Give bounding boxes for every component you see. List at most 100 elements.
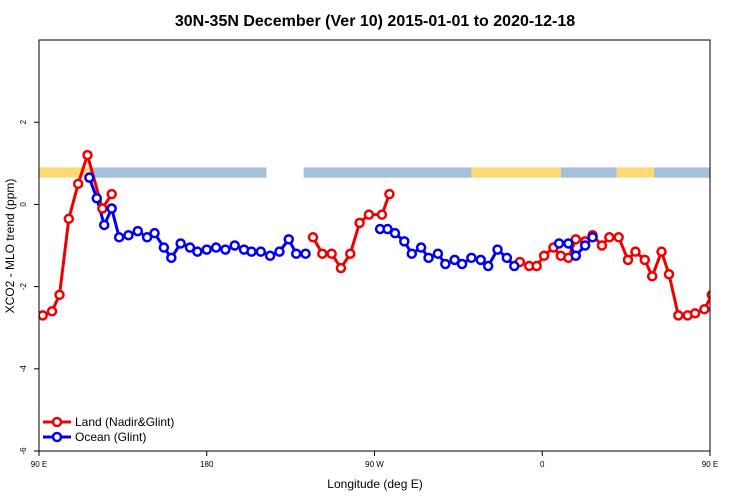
land-data-point — [727, 180, 735, 188]
land-ocean-band — [39, 167, 710, 178]
land-data-point — [639, 254, 651, 266]
ocean-data-point — [141, 232, 153, 243]
land-data-point — [106, 188, 117, 200]
band-ocean-segment — [91, 167, 267, 178]
y-tick-label: -2 — [19, 282, 28, 290]
ocean-data-point — [175, 238, 186, 249]
ocean-data-point — [745, 194, 750, 202]
band-land-segment — [616, 167, 655, 178]
ocean-data-point — [389, 227, 401, 239]
ocean-data-point — [587, 232, 598, 243]
ocean-data-point — [570, 250, 582, 262]
ocean-data-point — [466, 252, 477, 264]
land-data-point — [570, 234, 582, 245]
land-data-point — [307, 232, 319, 243]
y-tick-label: 0 — [19, 202, 28, 207]
legend-ocean-marker — [51, 431, 63, 443]
land-data-point — [317, 248, 328, 259]
ocean-data-point — [229, 240, 240, 251]
ocean-data-point — [283, 234, 295, 245]
ocean-data-point — [482, 260, 494, 272]
x-tick-label: 90 E — [702, 460, 718, 469]
ocean-data-point — [290, 248, 302, 259]
legend-land-marker — [51, 416, 63, 428]
legend: Land (Nadir&Glint)Ocean (Glint) — [43, 415, 174, 444]
land-data-point — [736, 151, 744, 159]
x-tick-label: 90 W — [365, 460, 384, 469]
ocean-data-point — [166, 252, 177, 264]
land-data-point — [656, 246, 667, 257]
ocean-data-point — [738, 174, 746, 182]
ocean-data-point — [98, 219, 110, 231]
ocean-data-point — [492, 244, 503, 255]
ocean-data-point — [184, 242, 196, 253]
band-ocean-segment — [654, 167, 710, 178]
band-land-segment — [471, 167, 561, 178]
ocean-data-point — [399, 236, 410, 247]
ocean-data-point — [132, 225, 144, 237]
land-data-point — [689, 308, 701, 319]
land-data-point — [97, 203, 108, 214]
ocean-data-point — [106, 203, 117, 214]
ocean-data-point — [220, 244, 231, 255]
land-data-point — [622, 254, 634, 266]
land-data-point — [82, 149, 93, 161]
land-data-point — [335, 262, 347, 274]
ocean-data-point — [440, 258, 451, 270]
ocean-data-point — [415, 242, 427, 253]
ocean-data-point — [158, 242, 170, 253]
land-data-point — [39, 310, 48, 321]
ocean-data-point — [406, 248, 418, 259]
ocean-data-point — [264, 250, 276, 262]
land-data-point — [363, 209, 375, 220]
series-points — [39, 149, 750, 321]
ocean-data-point — [192, 246, 203, 257]
legend-ocean-label: Ocean (Glint) — [75, 430, 146, 444]
land-data-point — [54, 289, 65, 301]
band-land-segment — [39, 167, 92, 178]
land-data-point — [673, 310, 684, 321]
land-data-point — [663, 269, 675, 280]
land-data-point — [596, 240, 608, 251]
ocean-data-point — [246, 246, 257, 257]
land-data-point — [538, 250, 550, 262]
x-tick-label: 180 — [200, 460, 214, 469]
ocean-series-line — [87, 177, 306, 260]
ocean-data-point — [274, 246, 285, 257]
ocean-data-point — [300, 248, 311, 259]
band-ocean-segment — [560, 167, 617, 178]
land-data-point — [646, 271, 658, 282]
x-tick-label: 90 E — [31, 460, 47, 469]
band-ocean-segment — [303, 167, 472, 178]
land-data-point — [376, 209, 388, 220]
ocean-data-point — [456, 258, 468, 270]
ocean-data-point — [84, 172, 95, 183]
land-data-point — [604, 232, 615, 243]
ocean-data-point — [475, 254, 486, 266]
ocean-data-point — [432, 248, 444, 259]
ocean-data-point — [255, 246, 267, 257]
ocean-data-point — [509, 260, 520, 272]
land-data-point — [345, 248, 356, 259]
land-data-point — [326, 248, 337, 259]
ocean-data-point — [563, 238, 574, 249]
x-axis-label: Longitude (deg E) — [327, 477, 422, 491]
ocean-data-point — [149, 227, 160, 239]
land-data-point — [72, 178, 84, 190]
ocean-data-point — [91, 192, 103, 204]
x-tick-label: 0 — [540, 460, 545, 469]
land-data-point — [384, 188, 395, 200]
land-series-line — [519, 233, 710, 317]
ocean-data-point — [579, 240, 591, 251]
plot-frame — [38, 39, 711, 452]
y-axis-label: XCO2 - MLO trend (ppm) — [3, 179, 17, 314]
ocean-data-point — [210, 242, 222, 253]
land-data-point — [531, 260, 542, 272]
ocean-data-point — [201, 244, 212, 255]
ocean-series-line — [742, 178, 750, 258]
y-axis: -6 -4 -2 0 2 — [19, 119, 39, 455]
legend-land-label: Land (Nadir&Glint) — [75, 415, 174, 429]
ocean-data-point — [423, 252, 434, 264]
land-data-point — [46, 306, 58, 317]
